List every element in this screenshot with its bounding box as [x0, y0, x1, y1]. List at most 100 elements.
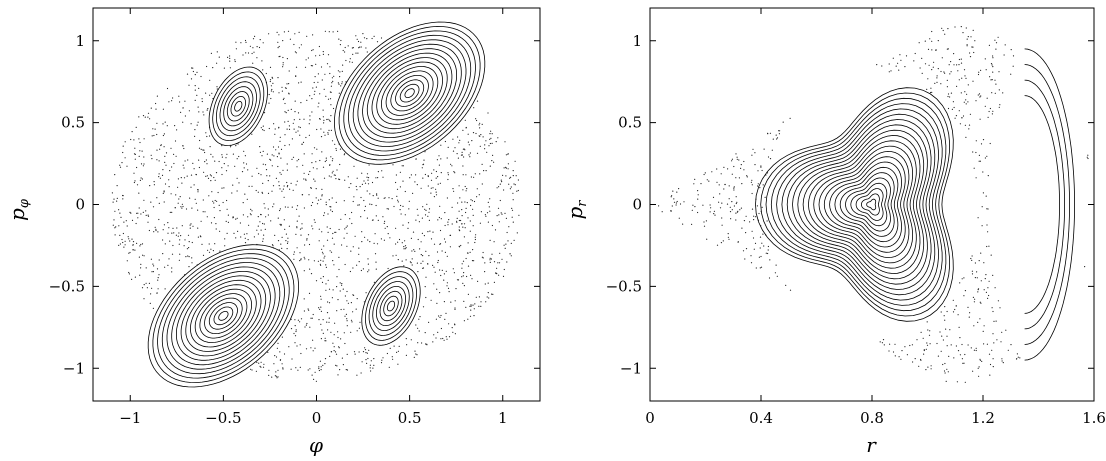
left-chaos-point	[375, 215, 377, 217]
right-chaos-point	[936, 81, 938, 83]
left-chaos-point	[491, 142, 493, 144]
right-chaos-point	[971, 259, 973, 261]
left-chaos-point	[235, 237, 237, 239]
left-y-ticks: 10.50−0.5−1	[49, 32, 540, 377]
left-chaos-point	[269, 79, 272, 81]
left-chaos-point	[338, 178, 340, 180]
left-chaos-point	[311, 49, 313, 52]
left-chaos-point	[133, 153, 136, 155]
left-chaos-point	[330, 91, 332, 93]
right-chaos-point	[728, 198, 730, 200]
left-chaos-point	[303, 153, 305, 155]
left-chaos-point	[319, 360, 321, 362]
right-chaos-point	[1087, 154, 1089, 156]
left-chaos-point	[276, 156, 278, 158]
left-chaos-point	[491, 224, 493, 227]
left-chaos-point	[464, 149, 466, 151]
right-invariant-curve	[760, 92, 951, 317]
left-chaos-point	[315, 280, 318, 282]
left-chaos-point	[247, 216, 249, 218]
left-chaos-point	[221, 154, 223, 156]
left-chaos-point	[322, 53, 324, 56]
left-chaos-point	[290, 328, 293, 330]
left-chaos-point	[324, 337, 326, 339]
left-chaos-point	[295, 66, 298, 68]
left-chaos-point	[114, 210, 116, 212]
right-chaos-point	[980, 143, 983, 145]
left-chaos-point	[179, 101, 181, 103]
right-chaos-point	[892, 57, 894, 59]
left-chaos-point	[320, 310, 322, 312]
left-chaos-point	[408, 200, 410, 202]
right-chaos-point	[1012, 55, 1015, 57]
left-chaos-point	[395, 227, 397, 229]
left-chaos-point	[158, 176, 160, 178]
right-chaos-point	[761, 169, 763, 172]
left-chaos-point	[198, 111, 200, 113]
left-chaos-point	[299, 344, 301, 346]
left-chaos-point	[352, 47, 354, 49]
left-chaos-point	[515, 175, 517, 177]
left-chaos-point	[413, 249, 415, 251]
left-chaos-point	[478, 305, 480, 307]
left-chaos-point	[226, 232, 228, 234]
left-chaos-point	[162, 239, 164, 241]
right-chaos-point	[967, 36, 969, 38]
left-chaos-point	[487, 221, 489, 223]
left-invariant-curve	[343, 30, 476, 156]
left-chaos-point	[502, 174, 504, 176]
right-chaos-point	[746, 175, 748, 177]
left-chaos-point	[276, 377, 278, 379]
right-chaos-point	[969, 113, 972, 115]
right-chaos-point	[763, 245, 765, 247]
left-chaos-point	[462, 129, 464, 131]
left-chaos-point	[269, 66, 272, 68]
left-chaos-point	[332, 342, 334, 344]
left-chaos-point	[181, 182, 183, 184]
left-chaos-point	[278, 153, 280, 155]
left-chaos-point	[134, 249, 136, 251]
left-chaos-point	[430, 192, 432, 194]
left-chaos-point	[279, 223, 281, 225]
left-chaos-point	[287, 206, 289, 208]
left-chaos-point	[128, 252, 130, 254]
left-chaos-point	[444, 140, 446, 143]
left-x-tick-label: −0.5	[205, 409, 241, 427]
right-chaos-point	[992, 110, 994, 112]
left-chaos-point	[281, 363, 283, 365]
left-y-tick-label: 0.5	[61, 114, 85, 132]
left-chaos-point	[471, 200, 473, 202]
left-chaos-point	[280, 148, 283, 150]
left-chaos-point	[397, 363, 399, 365]
left-chaos-point	[511, 207, 513, 209]
right-chaos-point	[741, 227, 743, 229]
left-chaos-point	[464, 185, 466, 188]
left-chaos-point	[190, 174, 193, 176]
left-chaos-point	[139, 245, 141, 247]
right-chaos-point	[937, 40, 939, 42]
left-chaos-point	[164, 266, 166, 268]
left-chaos-point	[445, 270, 447, 272]
left-chaos-point	[512, 192, 514, 194]
left-chaos-point	[283, 196, 285, 198]
right-chaos-point	[959, 282, 961, 284]
right-chaos-point	[972, 46, 974, 48]
left-chaos-point	[236, 217, 238, 219]
left-chaos-point	[205, 132, 207, 134]
left-chaos-point	[153, 231, 155, 233]
left-chaos-point	[131, 238, 133, 240]
right-chaos-point	[967, 344, 969, 346]
left-chaos-point	[257, 216, 259, 218]
right-chaos-point	[752, 148, 754, 150]
left-chaos-point	[373, 281, 375, 283]
left-chaos-point	[162, 192, 164, 194]
left-chaos-point	[201, 243, 203, 245]
left-chaos-point	[263, 234, 265, 236]
left-chaos-point	[415, 158, 417, 160]
left-chaos-point	[222, 201, 224, 204]
left-chaos-point	[424, 173, 426, 176]
right-y-tick-label: −0.5	[606, 277, 642, 295]
right-chaos-point	[969, 312, 971, 314]
left-chaos-point	[279, 188, 281, 190]
